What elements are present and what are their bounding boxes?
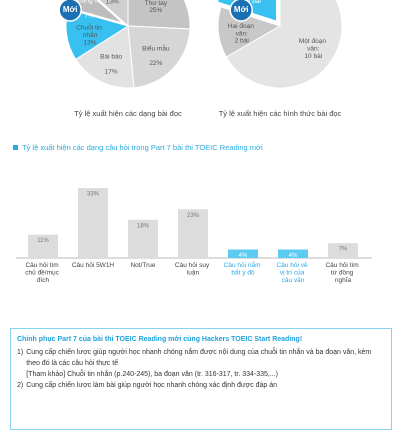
x-tick-label: Câu hỏi tìm chủ đề/mục đích [25, 261, 60, 284]
pie-slice [217, 6, 282, 58]
info-item: 2) Cung cấp chiến lược làm bài giúp người… [17, 380, 385, 391]
slice-value: 3 bài [247, 0, 261, 5]
bar [328, 243, 358, 258]
item-text: Cung cấp chiến lược giúp người học nhanh… [26, 349, 372, 367]
slice-label: Hai đoạn văn: [228, 23, 256, 37]
x-tick-label: Câu hỏi suy luận [175, 261, 211, 276]
info-title: Chinh phục Part 7 của bài thi TOEIC Read… [17, 336, 303, 343]
new-badge-label: Mới [63, 5, 78, 14]
bar-value: 4% [289, 253, 298, 259]
slice-label: Bài báo [100, 53, 122, 60]
x-tick-label: Not/True [130, 262, 155, 269]
bar [278, 249, 308, 258]
x-tick-label: Câu hỏi 5W1H [72, 261, 115, 269]
item-note: [Tham khảo] Chuỗi tin nhắn (p.240-245), … [26, 371, 279, 378]
slice-label: Chuỗi tin nhắn [76, 22, 103, 38]
item-number: 2) [17, 382, 24, 389]
pie-slice [127, 25, 191, 89]
slice-value: 17% [105, 68, 118, 75]
new-badge [229, 0, 253, 22]
slice-label: Thư điện tử/ Thư tay [137, 0, 175, 7]
bar-value: 33% [87, 192, 100, 198]
x-tick-label: Câu hỏi nắm bắt ý đồ [224, 260, 263, 276]
pie-caption: Tỷ lệ xuất hiện các dạng bài đọc [74, 109, 182, 118]
item-number: 1) [17, 349, 24, 356]
slice-value: 22% [149, 60, 162, 67]
new-badge-label: Mới [234, 5, 249, 14]
slice-value: 2 bài [235, 38, 249, 45]
bar-value: 18% [137, 223, 150, 229]
slice-label: Quảng cáo [73, 0, 105, 4]
bar-value: 4% [239, 253, 248, 259]
bar [228, 249, 258, 258]
title-marker [13, 145, 18, 150]
bar [28, 234, 58, 258]
slice-value: 7% [84, 12, 94, 19]
slice-label: Biểu mẫu [142, 43, 170, 52]
bar [178, 209, 208, 258]
pie-slice [98, 0, 129, 28]
pie-slice [225, 0, 343, 89]
pie-slice [127, 0, 191, 30]
bar-value: 23% [187, 213, 200, 219]
pie-slice [75, 25, 135, 89]
x-tick-label: Câu hỏi về vị trí của câu văn [277, 260, 310, 284]
bar-title: Tỷ lệ xuất hiện các dạng câu hỏi trong P… [22, 143, 263, 152]
pie-caption: Tỷ lệ xuất hiện các hình thức bài đọc [219, 109, 342, 118]
slice-value: 25% [149, 7, 162, 14]
slice-value: 13% [106, 0, 119, 6]
item-text: Cung cấp chiến lược làm bài giúp người h… [26, 382, 278, 389]
bar-value: 7% [339, 247, 348, 253]
new-badge [58, 0, 82, 22]
x-tick-label: Câu hỏi tìm từ đồng nghĩa [325, 261, 360, 284]
slice-value: 13% [83, 39, 96, 46]
slice-value: 10 bài [304, 53, 322, 60]
info-item: 1) Cung cấp chiến lược giúp người học nha… [17, 347, 385, 380]
info-box: Chinh phục Part 7 của bài thi TOEIC Read… [10, 328, 392, 430]
bar-value: 11% [37, 238, 49, 244]
bar [78, 188, 108, 258]
bar [128, 219, 158, 258]
slice-label: Một đoạn văn: [299, 38, 328, 52]
